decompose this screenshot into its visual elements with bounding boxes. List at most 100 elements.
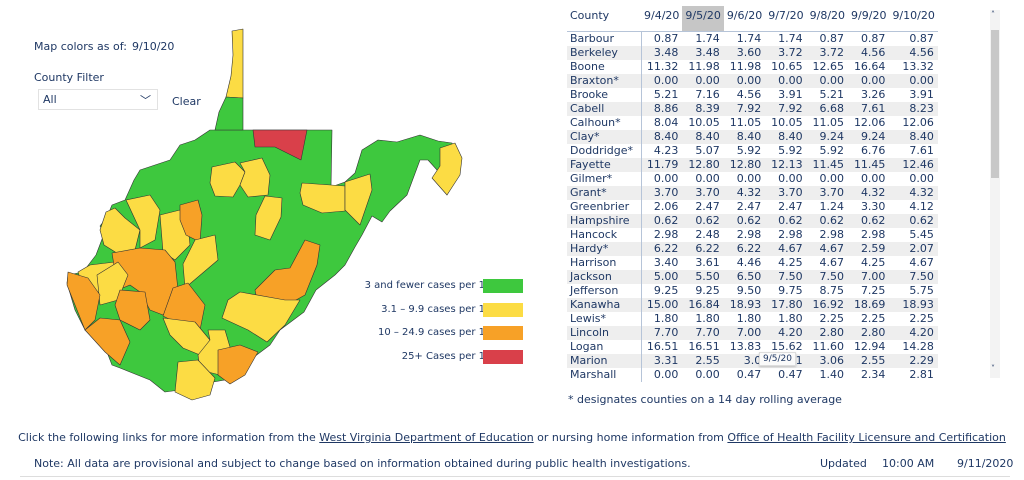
rate-cell: 3.30 [860, 200, 886, 213]
table-row: Clay* 8.40 8.40 8.40 8.40 9.24 9.24 8.40 [567, 130, 938, 144]
rate-cell: 5.92 [736, 144, 762, 157]
rate-cell: 16.51 [688, 340, 720, 353]
rate-cell: 2.48 [695, 228, 720, 241]
county-name-cell: Marshall [567, 368, 642, 382]
rate-cell: 10.05 [771, 116, 803, 129]
table-row: Brooke 5.21 7.16 4.56 3.91 5.21 3.26 3.91 [567, 88, 938, 102]
county-lewis [254, 195, 283, 241]
table-row: Fayette 11.79 12.80 12.80 12.13 11.45 11.45 12.… [567, 158, 938, 172]
rate-cell: 2.80 [806, 326, 849, 340]
county-name-cell: Brooke [567, 88, 642, 102]
column-header-date[interactable]: 9/4/20 [644, 9, 680, 22]
rate-cell: 3.70 [806, 186, 849, 200]
scrollbar-thumb[interactable] [991, 30, 999, 178]
rate-cell: 18.69 [848, 298, 890, 312]
ohflac-link[interactable]: Office of Health Facility Licensure and … [727, 431, 1006, 444]
rate-cell: 3.61 [695, 256, 720, 269]
rate-cell: 7.25 [860, 284, 886, 297]
rate-cell: 0.00 [695, 368, 720, 381]
county-name-cell: Lewis* [567, 312, 642, 326]
rate-cell: 2.80 [848, 326, 890, 340]
rate-cell: 12.06 [902, 116, 934, 129]
rate-cell: 0.62 [806, 214, 849, 228]
column-header-date[interactable]: 9/7/20 [768, 9, 804, 22]
county-name-cell: Lincoln [567, 326, 642, 340]
rate-cell: 4.46 [736, 256, 762, 269]
county-name-cell: Greenbrier [567, 200, 642, 214]
table-row: Berkeley 3.48 3.48 3.60 3.72 3.72 4.56 4.56 [567, 46, 938, 60]
county-name-cell: Harrison [567, 256, 642, 270]
rate-cell: 4.67 [806, 242, 849, 256]
rate-cell: 11.98 [688, 60, 720, 73]
rate-cell: 0.00 [806, 74, 849, 88]
rate-cell: 0.00 [909, 172, 934, 185]
rate-cell: 11.79 [641, 158, 683, 172]
table-row: Marion 3.31 2.55 3.0 1 3.06 2.55 2.29 [567, 354, 938, 368]
rate-cell: 3.70 [682, 186, 724, 200]
rate-cell: 5.45 [909, 228, 934, 241]
rate-cell: 1.40 [819, 368, 845, 381]
rate-cell: 3.48 [682, 46, 724, 60]
rate-cell: 3.91 [778, 88, 803, 101]
column-header-date[interactable]: 9/10/20 [892, 9, 935, 22]
rate-cell: 0.00 [889, 74, 938, 88]
rate-cell: 3.72 [765, 46, 807, 60]
table-row: Doddridge* 4.23 5.07 5.92 5.92 5.92 6.76 7.61 [567, 144, 938, 158]
rate-cell: 8.39 [682, 102, 724, 116]
updated-label: Updated [820, 457, 867, 470]
column-header-date[interactable]: 9/5/20 [682, 6, 724, 32]
legend-swatch-green [483, 279, 523, 293]
rate-cell: 8.04 [653, 116, 679, 129]
column-header-date[interactable]: 9/6/20 [726, 9, 763, 22]
county-monroe [217, 344, 259, 385]
clear-filter-button[interactable]: Clear [172, 95, 201, 108]
info-mid: or nursing home information from [533, 431, 728, 444]
rate-cell: 4.67 [819, 256, 845, 269]
rate-cell: 16.51 [646, 340, 679, 353]
county-pocahontas [221, 291, 301, 343]
table-row: Grant* 3.70 3.70 4.32 3.70 3.70 4.32 4.32 [567, 186, 938, 200]
county-clay [182, 234, 219, 289]
table-row: Kanawha 15.00 16.84 18.93 17.80 16.92 18.69 18.… [567, 298, 938, 312]
county-jackson [125, 194, 161, 249]
rate-cell: 5.75 [909, 284, 934, 297]
rate-cell: 9.24 [848, 130, 890, 144]
county-filter-dropdown[interactable]: All ﹀ [38, 89, 158, 110]
column-header-date[interactable]: 9/8/20 [809, 9, 846, 22]
scroll-up-icon[interactable]: ˄ [991, 10, 995, 19]
provisional-note: Note: All data are provisional and subje… [34, 457, 691, 470]
rate-cell: 1.24 [819, 200, 845, 213]
rate-cell: 0.47 [736, 368, 762, 381]
table-scrollbar[interactable] [990, 10, 1000, 378]
rate-cell: 0.62 [889, 214, 938, 228]
rate-cell: 5.21 [819, 88, 845, 101]
rate-cell: 9.50 [736, 284, 762, 297]
rate-cell: 0.62 [765, 214, 807, 228]
rate-cell: 0.00 [778, 172, 803, 185]
rate-cell: 1.80 [695, 312, 720, 325]
rate-cell: 2.98 [653, 228, 679, 241]
rate-cell: 5.07 [695, 144, 720, 157]
scroll-down-icon[interactable]: ˅ [991, 364, 995, 373]
rate-cell: 3.70 [641, 186, 683, 200]
column-header-date[interactable]: 9/9/20 [851, 9, 887, 22]
county-filter-value: All [43, 93, 57, 106]
county-name-cell: Braxton* [567, 74, 642, 88]
rate-cell: 4.32 [723, 186, 766, 200]
rate-cell: 11.45 [806, 158, 849, 172]
rate-cell: 11.60 [812, 340, 845, 353]
rate-cell: 6.50 [723, 270, 766, 284]
rate-cell: 2.06 [653, 200, 679, 213]
county-name-cell: Barbour [567, 31, 642, 46]
rate-cell: 9.25 [695, 284, 720, 297]
wv-doe-link[interactable]: West Virginia Department of Education [319, 431, 534, 444]
column-header-county[interactable]: County [570, 9, 610, 22]
county-jefferson [431, 142, 463, 196]
legend-label-red: 25+ Cases per 100,000 [401, 351, 520, 362]
county-logan [84, 317, 131, 366]
rate-cell: 7.61 [909, 144, 934, 157]
rate-cell: 6.68 [806, 102, 849, 116]
county-map[interactable] [0, 0, 560, 420]
rate-cell: 2.98 [860, 228, 886, 241]
rate-cell: 0.00 [736, 172, 762, 185]
